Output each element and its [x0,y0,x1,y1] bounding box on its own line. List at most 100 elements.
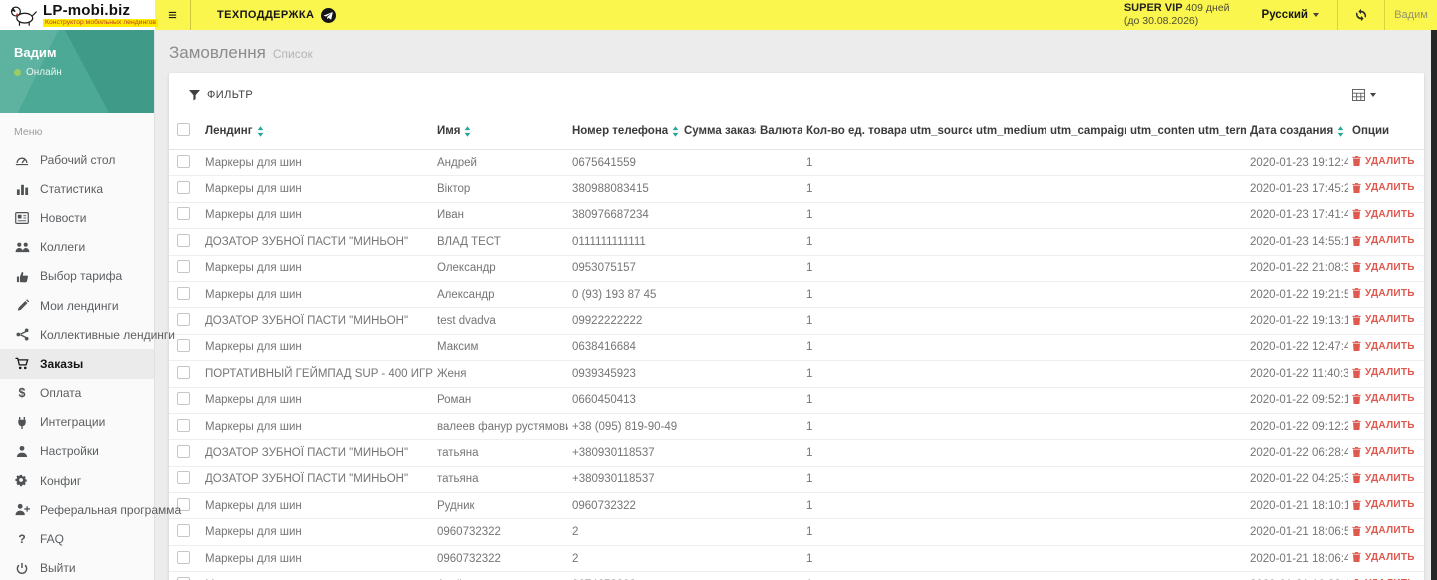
filter-button[interactable]: ФИЛЬТР [189,89,253,101]
utm-source-cell [906,281,972,309]
order-sum-cell [680,360,756,388]
row-checkbox[interactable] [177,550,190,564]
column-header[interactable]: Имя [433,117,568,150]
dollar-icon: $ [18,386,26,401]
select-all-checkbox[interactable] [177,123,190,136]
row-checkbox[interactable] [177,524,190,538]
landing-cell: Маркеры для шин [201,255,433,282]
landing-cell: ДОЗАТОР ЗУБНОЇ ПАСТИ "МИНЬОН" [201,466,433,494]
options-cell: УДАЛИТЬ [1348,518,1424,546]
utm-campaign-cell [1046,387,1126,414]
vertical-scrollbar[interactable] [1431,30,1437,580]
row-checkbox[interactable] [177,392,190,406]
row-checkbox[interactable] [177,418,190,432]
table-row: Маркеры для шин Віктор 380988083415 1 2020-0… [169,175,1424,203]
menu-section-label: Меню [14,126,43,138]
sidebar-item[interactable]: Коллективные лендинги [0,320,175,349]
row-checkbox[interactable] [177,444,190,458]
row-checkbox[interactable] [177,154,190,168]
delete-button[interactable]: УДАЛИТЬ [1352,156,1415,167]
sidebar-item[interactable]: Выбор тарифа [0,262,154,291]
row-checkbox[interactable] [177,339,190,353]
logo[interactable]: LP-mobi.biz Конструктор мобильных лендин… [0,0,158,30]
row-select-cell [169,492,201,520]
support-link[interactable]: ТЕХПОДДЕРЖКА [191,0,356,30]
sidebar-item[interactable]: Выйти [0,554,154,580]
delete-button[interactable]: УДАЛИТЬ [1352,552,1415,563]
name-cell: 0960732322 [433,545,568,573]
name-cell: test dvadva [433,307,568,335]
utm-medium-cell [972,307,1046,335]
sidebar-item[interactable]: $ Оплата [0,379,154,408]
orders-tbody: Маркеры для шин Андрей 0675641559 1 2020-01-… [169,149,1424,580]
order-sum-cell [680,307,756,335]
row-checkbox[interactable] [177,181,190,195]
utm-term-cell [1194,439,1246,467]
row-checkbox[interactable] [177,365,190,379]
delete-button[interactable]: УДАЛИТЬ [1352,262,1415,273]
delete-button[interactable]: УДАЛИТЬ [1352,341,1415,352]
delete-button[interactable]: УДАЛИТЬ [1352,182,1415,193]
delete-button[interactable]: УДАЛИТЬ [1352,288,1415,299]
sidebar-item[interactable]: Рабочий стол [0,145,154,174]
created-cell: 2020-01-22 21:08:31 [1246,255,1348,282]
created-cell: 2020-01-22 09:12:28 [1246,413,1348,441]
person-icon [14,445,30,458]
refresh-button[interactable] [1338,0,1384,30]
row-checkbox[interactable] [177,471,190,485]
trash-icon [1352,420,1361,431]
row-checkbox[interactable] [177,260,190,274]
language-selector[interactable]: Русский [1244,0,1337,30]
phone-cell: 0638416684 [568,334,680,362]
row-checkbox[interactable] [177,207,190,221]
delete-button[interactable]: УДАЛИТЬ [1352,367,1415,378]
topbar-username[interactable]: Вадим [1394,9,1428,21]
sidebar-item[interactable]: Конфиг [0,466,154,495]
delete-button[interactable]: УДАЛИТЬ [1352,473,1415,484]
utm-term-cell [1194,492,1246,520]
sidebar-item[interactable]: Мои лендинги [0,291,154,320]
column-header[interactable]: Дата создания [1246,117,1348,150]
trash-icon [1352,235,1361,246]
delete-button[interactable]: УДАЛИТЬ [1352,209,1415,220]
utm-campaign-cell [1046,439,1126,467]
sidebar-item[interactable]: ? FAQ [0,524,154,553]
sidebar-item[interactable]: Интеграции [0,408,154,437]
hamburger-menu-icon[interactable]: ≡ [155,0,191,30]
row-checkbox[interactable] [177,576,190,580]
order-sum-cell [680,413,756,441]
language-label: Русский [1261,9,1308,21]
delete-label: УДАЛИТЬ [1365,261,1415,273]
delete-button[interactable]: УДАЛИТЬ [1352,446,1415,457]
telegram-icon [321,7,337,23]
sidebar-item[interactable]: Статистика [0,174,154,203]
column-header[interactable]: Номер телефона [568,117,680,150]
sidebar-item[interactable]: Реферальная программа [0,495,181,524]
table-grid-icon [1352,89,1365,101]
delete-button[interactable]: УДАЛИТЬ [1352,525,1415,536]
row-select-cell [169,439,201,467]
row-checkbox[interactable] [177,286,190,300]
sidebar-item[interactable]: Новости [0,203,154,232]
plug-icon [14,416,30,429]
utm-term-cell [1194,545,1246,573]
row-checkbox[interactable] [177,233,190,247]
phone-cell: 09922222222 [568,307,680,335]
landing-cell: Маркеры для шин [201,334,433,362]
delete-button[interactable]: УДАЛИТЬ [1352,314,1415,325]
sort-icon [672,125,679,137]
qty-cell: 1 [802,387,906,414]
sidebar-item[interactable]: Заказы [0,349,154,379]
column-header[interactable]: Лендинг [201,117,433,150]
sidebar-item[interactable]: Настройки [0,437,154,466]
delete-button[interactable]: УДАЛИТЬ [1352,499,1415,510]
delete-button[interactable]: УДАЛИТЬ [1352,420,1415,431]
landing-cell: Маркеры для шин [201,387,433,414]
row-checkbox[interactable] [177,497,190,511]
delete-button[interactable]: УДАЛИТЬ [1352,393,1415,404]
sidebar-item[interactable]: Коллеги [0,233,154,262]
delete-button[interactable]: УДАЛИТЬ [1352,235,1415,246]
created-cell: 2020-01-21 16:33:42 [1246,571,1348,580]
columns-toggle-button[interactable] [1352,89,1404,101]
row-checkbox[interactable] [177,313,190,327]
